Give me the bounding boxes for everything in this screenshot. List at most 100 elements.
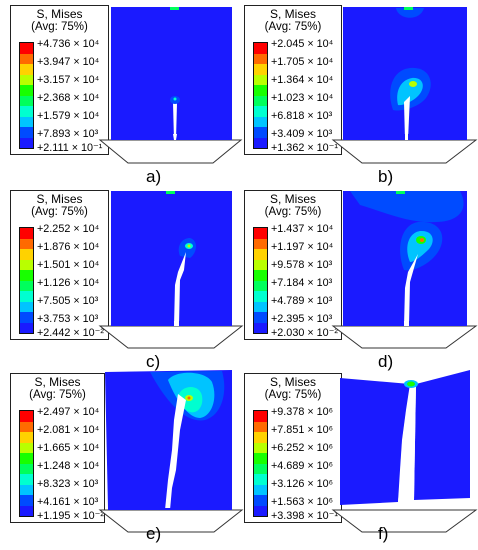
legend-swatch	[254, 322, 267, 333]
caption-b: b)	[378, 167, 394, 186]
legend-swatch	[254, 453, 267, 464]
legend-swatch	[20, 116, 33, 127]
legend-swatch	[254, 249, 267, 260]
specimen-body	[111, 7, 232, 134]
legend-swatch	[254, 421, 267, 432]
legend-label: +9.578 × 10³	[271, 259, 333, 271]
legend-subtitle: (Avg: 75%)	[29, 389, 86, 401]
legend-label: +1.437 × 10⁴	[271, 223, 334, 235]
legend-label: +6.252 × 10⁶	[271, 442, 334, 454]
legend-label: +1.579 × 10⁴	[37, 110, 100, 122]
legend-subtitle: (Avg: 75%)	[31, 21, 88, 33]
legend-swatch	[254, 74, 267, 85]
legend-swatch	[20, 95, 33, 106]
crack	[165, 394, 186, 510]
legend-title: S, Mises	[269, 7, 316, 21]
legend-swatch	[20, 453, 33, 464]
stress-peak	[407, 381, 415, 387]
legend-color-bar	[253, 42, 268, 149]
legend-swatch	[20, 495, 33, 506]
legend-swatch	[254, 280, 267, 291]
specimen-body	[111, 191, 232, 321]
legend-label: +1.364 × 10⁴	[271, 74, 334, 86]
legend-title: S, Mises	[269, 375, 316, 389]
legend-swatch	[254, 270, 267, 281]
legend-subtitle: (Avg: 75%)	[31, 206, 88, 218]
legend-title: S, Mises	[269, 192, 316, 206]
legend-swatch	[20, 322, 33, 333]
legend-label: +1.563 × 10⁶	[271, 496, 334, 508]
legend-swatch	[20, 106, 33, 117]
legend-label: +1.248 × 10⁴	[37, 460, 100, 472]
legend-swatch	[20, 442, 33, 453]
legend-label: +3.157 × 10⁴	[37, 74, 100, 86]
stress-peak	[173, 97, 177, 101]
legend-swatch	[20, 291, 33, 302]
caption-e: e)	[146, 524, 162, 543]
legend-swatch	[20, 74, 33, 85]
legend-e: S, Mises (Avg: 75%) +2.497 × 10⁴ +2.081 …	[10, 373, 105, 523]
crack	[173, 103, 177, 140]
legend-title: S, Mises	[36, 192, 83, 206]
stress-peak	[409, 81, 417, 87]
legend-label: +7.184 × 10³	[271, 277, 333, 289]
legend-swatch	[20, 411, 33, 422]
legend-swatch	[254, 64, 267, 75]
legend-swatch	[20, 312, 33, 323]
legend-swatch	[254, 43, 267, 54]
caption-a: a)	[146, 167, 162, 186]
stress-zone	[350, 191, 464, 223]
legend-swatch	[254, 106, 267, 117]
legend-swatch	[20, 259, 33, 270]
legend-label: +3.126 × 10⁶	[271, 478, 334, 490]
legend-swatch	[20, 463, 33, 474]
legend-swatch	[254, 505, 267, 516]
legend-swatch	[20, 505, 33, 516]
legend-color-bar	[253, 410, 268, 517]
legend-label: +9.378 × 10⁶	[271, 406, 334, 418]
crack	[404, 96, 410, 140]
legend-label: +2.030 × 10⁻²	[271, 327, 338, 339]
legend-swatch	[254, 291, 267, 302]
legend-swatch	[254, 474, 267, 485]
legend-swatch	[20, 432, 33, 443]
legend-swatch	[20, 301, 33, 312]
legend-label: +7.505 × 10³	[37, 295, 99, 307]
legend-a: S, Mises (Avg: 75%) +4.736 × 10⁴ +3.947 …	[10, 5, 109, 155]
legend-f: S, Mises (Avg: 75%) +9.378 × 10⁶ +7.851 …	[244, 373, 342, 523]
caption-f: f)	[378, 524, 389, 543]
legend-swatch	[20, 85, 33, 96]
legend-swatch	[20, 137, 33, 148]
legend-label: +2.395 × 10³	[271, 313, 333, 325]
caption-c: c)	[146, 352, 161, 371]
legend-label: +1.876 × 10⁴	[37, 241, 100, 253]
legend-swatch	[20, 484, 33, 495]
legend-swatch	[254, 442, 267, 453]
legend-swatch	[20, 249, 33, 260]
crack	[404, 254, 418, 326]
legend-label: +8.323 × 10³	[37, 478, 99, 490]
legend-swatch	[254, 495, 267, 506]
legend-swatch	[254, 484, 267, 495]
legend-label: +3.398 × 10⁻¹	[271, 510, 338, 522]
legend-label: +1.023 × 10⁴	[271, 92, 334, 104]
legend-swatch	[254, 301, 267, 312]
legend-swatch	[254, 95, 267, 106]
legend-label: +1.501 × 10⁴	[37, 259, 100, 271]
legend-swatch	[254, 116, 267, 127]
legend-d: S, Mises (Avg: 75%) +1.437 × 10⁴ +1.197 …	[244, 190, 342, 340]
legend-label: +1.665 × 10⁴	[37, 442, 100, 454]
legend-color-bar	[19, 227, 34, 334]
legend-swatch	[20, 228, 33, 239]
legend-label: +2.497 × 10⁴	[37, 406, 100, 418]
legend-label: +1.705 × 10⁴	[271, 56, 334, 68]
specimen-body-left	[340, 378, 410, 505]
legend-subtitle: (Avg: 75%)	[264, 206, 322, 218]
legend-label: +7.893 × 10³	[37, 128, 99, 140]
legend-swatch	[20, 280, 33, 291]
legend-swatch	[20, 64, 33, 75]
